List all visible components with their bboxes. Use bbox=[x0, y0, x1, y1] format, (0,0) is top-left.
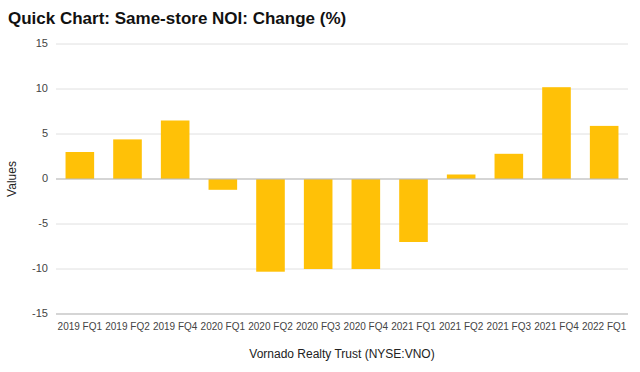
y-tick-label: -10 bbox=[32, 262, 48, 274]
x-tick-label: 2020 FQ1 bbox=[201, 321, 246, 332]
x-tick-label: 2021 FQ2 bbox=[439, 321, 484, 332]
x-axis-line bbox=[56, 314, 628, 315]
chart-svg: -15-10-50510152019 FQ12019 FQ22019 FQ420… bbox=[0, 0, 640, 372]
grid-line bbox=[56, 269, 628, 270]
x-tick-label: 2019 FQ4 bbox=[153, 321, 198, 332]
bar bbox=[209, 179, 238, 190]
bar bbox=[542, 87, 571, 179]
y-tick-label: -15 bbox=[32, 307, 48, 319]
bar bbox=[256, 179, 285, 272]
y-tick-label: 5 bbox=[42, 127, 48, 139]
x-tick-label: 2020 FQ4 bbox=[344, 321, 389, 332]
chart-container: -15-10-50510152019 FQ12019 FQ22019 FQ420… bbox=[0, 0, 640, 372]
bar bbox=[352, 179, 381, 269]
x-tick-label: 2019 FQ1 bbox=[58, 321, 103, 332]
y-tick-label: 0 bbox=[42, 172, 48, 184]
grid-line bbox=[56, 44, 628, 45]
x-tick-label: 2022 FQ1 bbox=[582, 321, 627, 332]
x-tick-label: 2020 FQ2 bbox=[248, 321, 293, 332]
x-tick-label: 2020 FQ3 bbox=[296, 321, 341, 332]
x-tick-label: 2021 FQ1 bbox=[391, 321, 436, 332]
title: Quick Chart: Same-store NOI: Change (%) bbox=[8, 9, 346, 28]
bar bbox=[113, 139, 142, 179]
bar bbox=[447, 175, 476, 180]
y-tick-label: 15 bbox=[36, 37, 48, 49]
bar bbox=[590, 126, 619, 179]
zero-line bbox=[56, 179, 628, 180]
x-tick-label: 2021 FQ4 bbox=[534, 321, 579, 332]
grid bbox=[56, 44, 628, 314]
bar bbox=[66, 152, 95, 179]
y-tick-label: 10 bbox=[36, 82, 48, 94]
y-tick-label: -5 bbox=[38, 217, 48, 229]
x-tick-label: 2021 FQ3 bbox=[487, 321, 532, 332]
grid-line bbox=[56, 224, 628, 225]
bar bbox=[495, 154, 524, 179]
grid-line bbox=[56, 179, 628, 180]
x-tick-label: 2019 FQ2 bbox=[105, 321, 150, 332]
grid-line bbox=[56, 314, 628, 315]
bar bbox=[399, 179, 428, 242]
bar bbox=[161, 121, 190, 180]
bar bbox=[304, 179, 333, 269]
y-axis-label: Values bbox=[5, 161, 19, 197]
x-axis-label: Vornado Realty Trust (NYSE:VNO) bbox=[249, 347, 434, 361]
